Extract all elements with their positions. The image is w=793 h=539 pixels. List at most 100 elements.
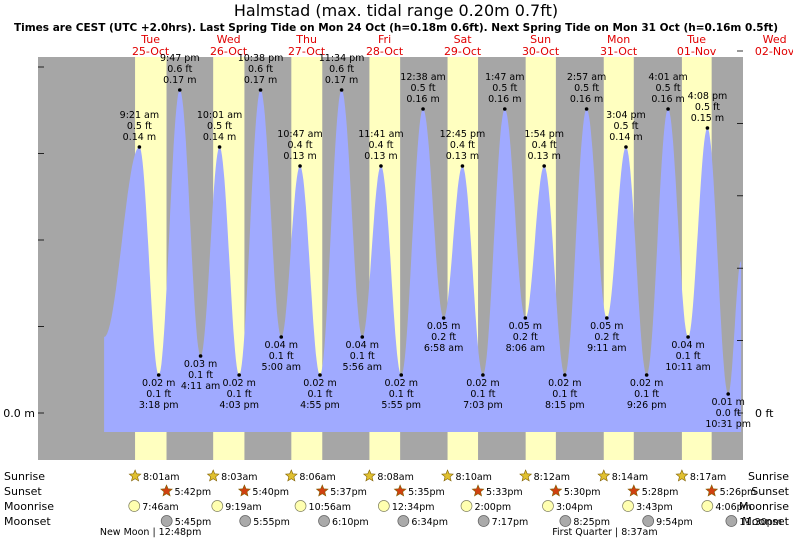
tide-height-ft-label: 0.1 ft (307, 389, 332, 400)
astro-row-label: Moonset (4, 515, 51, 528)
tide-height-ft-label: 0.6 ft (329, 64, 354, 75)
tide-height-ft-label: 0.2 ft (513, 332, 538, 343)
sunrise-time: 8:17am (690, 472, 726, 483)
tide-time-label: 8:06 am (506, 343, 545, 354)
day-weekday-label: Tue (686, 33, 706, 46)
tide-height-ft-label: 0.5 ft (492, 83, 517, 94)
tide-point (584, 107, 589, 111)
moonset-icon (477, 515, 490, 527)
tide-time-label: 10:11 am (665, 362, 710, 373)
day-weekday-label: Wed (217, 33, 241, 46)
tide-height-ft-label: 0.6 ft (248, 64, 273, 75)
tide-point (523, 316, 528, 320)
sunset-icon (549, 484, 563, 497)
tide-point (279, 335, 284, 339)
tide-height-ft-label: 0.1 ft (552, 389, 577, 400)
day-date-label: 29-Oct (444, 45, 482, 58)
moonset-time: 9:54pm (656, 517, 693, 528)
sunset-icon (627, 484, 641, 497)
tide-point (298, 164, 302, 168)
tide-point (421, 107, 425, 111)
tide-time-label: 5:56 am (343, 362, 382, 373)
moonset-icon (642, 515, 655, 527)
moonrise-time: 9:19am (225, 502, 261, 513)
sunset-icon (160, 484, 173, 497)
tide-time-label: 10:01 am (197, 110, 242, 121)
sunrise-icon (128, 469, 142, 482)
tide-height-m-label: 0.02 m (222, 378, 255, 389)
tide-height-ft-label: 0.2 ft (431, 332, 456, 343)
tide-point (686, 335, 690, 339)
sunset-icon (471, 484, 485, 497)
tide-height-ft-label: 0.5 ft (127, 121, 152, 132)
moon-phase-label: New Moon | 12:48pm (100, 527, 202, 538)
sunrise-icon (206, 469, 220, 482)
day-date-label: 25-Oct (132, 45, 170, 58)
sunset-icon (705, 484, 719, 497)
tide-height-ft-label: 0.6 ft (167, 64, 192, 75)
sunrise-icon (284, 469, 298, 482)
day-weekday-label: Sat (454, 33, 473, 46)
sunset-time: 5:33pm (486, 487, 523, 498)
moonrise-icon (542, 500, 554, 512)
tide-height-m-label: 0.04 m (346, 340, 379, 351)
moonrise-icon (377, 500, 390, 512)
tide-height-ft-label: 0.4 ft (288, 140, 313, 151)
tide-height-ft-label: 0.5 ft (574, 83, 599, 94)
tide-point (137, 145, 142, 149)
sunrise-icon (362, 469, 376, 482)
tide-time-label: 9:21 am (120, 110, 159, 121)
tide-time-label: 3:18 pm (139, 400, 179, 411)
moonrise-time: 10:56am (309, 502, 351, 513)
tide-point (441, 316, 446, 320)
tide-point (177, 88, 182, 92)
tide-time-label: 7:03 pm (463, 400, 503, 411)
tide-height-m-label: 0.16 m (406, 94, 439, 105)
sunrise-time: 8:08am (377, 472, 413, 483)
tide-height-m-label: 0.13 m (283, 151, 316, 162)
tide-time-label: 8:15 pm (545, 400, 585, 411)
sunrise-icon (519, 469, 533, 482)
moonset-icon (725, 515, 738, 527)
moonset-time: 6:10pm (332, 517, 369, 528)
tide-height-m-label: 0.13 m (446, 151, 479, 162)
sunset-time: 5:26pm (720, 487, 757, 498)
moonset-icon (318, 515, 330, 527)
tide-height-m-label: 0.05 m (427, 321, 460, 332)
day-weekday-label: Wed (763, 33, 787, 46)
sunrise-time: 8:10am (456, 472, 492, 483)
tide-height-ft-label: 0.1 ft (350, 351, 375, 362)
tide-labels: 9:21 am0.5 ft0.14 m0.02 m0.1 ft3:18 pm9:… (120, 53, 751, 430)
day-date-label: 26-Oct (210, 45, 248, 58)
moonset-icon (559, 515, 572, 527)
tide-height-ft-label: 0.1 ft (146, 389, 171, 400)
moonset-time: 5:45pm (175, 517, 212, 528)
right-axis-label: 0 ft (755, 407, 774, 420)
tide-time-label: 11:41 am (358, 129, 403, 140)
tide-time-label: 6:58 am (424, 343, 463, 354)
tide-area (104, 90, 742, 432)
tide-point (237, 373, 241, 377)
tide-point (360, 335, 365, 339)
tide-point (563, 373, 567, 377)
tide-height-m-label: 0.15 m (691, 113, 724, 124)
day-date-label: 01-Nov (677, 45, 717, 58)
tide-point (726, 392, 730, 396)
moonrise-time: 4:06pm (715, 502, 752, 513)
tide-height-ft-label: 0.1 ft (389, 389, 414, 400)
tide-time-label: 2:57 am (567, 72, 606, 83)
tide-point (258, 88, 263, 92)
tide-point (624, 145, 628, 149)
tide-time-label: 1:54 pm (524, 129, 564, 140)
sunset-time: 5:35pm (408, 487, 445, 498)
moonrise-icon (460, 500, 473, 512)
tide-point (379, 164, 383, 168)
tide-height-m-label: 0.01 m (711, 397, 744, 408)
tide-time-label: 10:47 am (277, 129, 322, 140)
day-date-label: 30-Oct (522, 45, 560, 58)
tide-height-ft-label: 0.1 ft (227, 389, 252, 400)
day-weekday-label: Fri (378, 33, 391, 46)
tide-point (605, 316, 609, 320)
tide-height-ft-label: 0.1 ft (188, 370, 213, 381)
chart-subtitle: Times are CEST (UTC +2.0hrs). Last Sprin… (14, 22, 778, 34)
